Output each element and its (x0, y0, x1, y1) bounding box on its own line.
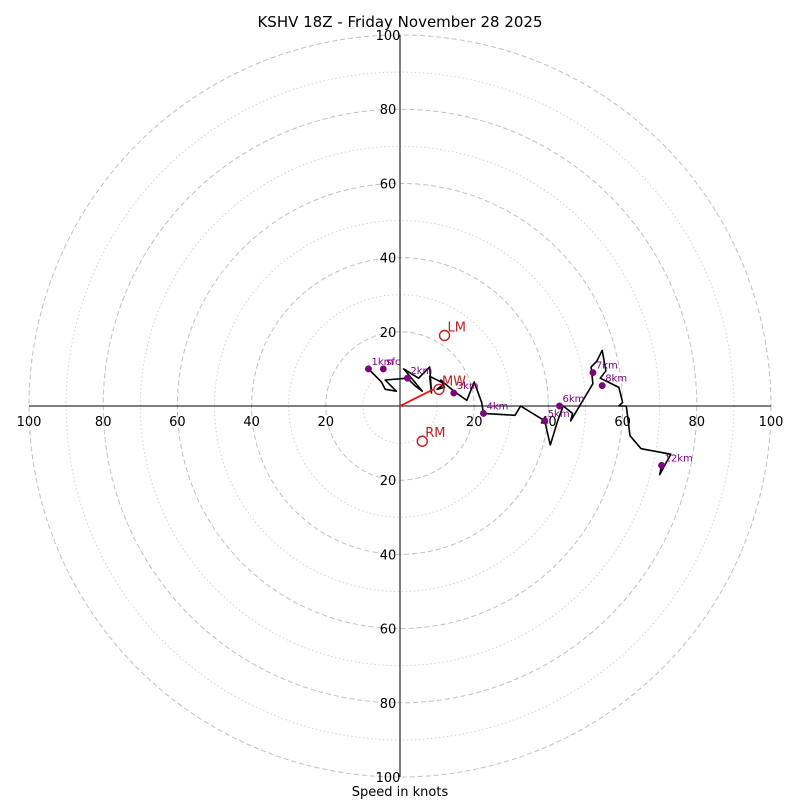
tick-label-top: 80 (380, 103, 397, 118)
tick-label-bottom: 20 (380, 474, 397, 489)
tick-label-top: 60 (380, 177, 397, 192)
shear-vector-group (399, 388, 434, 407)
tick-label-top: 20 (380, 326, 397, 341)
storm-motion-label: LM (448, 321, 466, 336)
altitude-point (480, 409, 487, 417)
bulk-shear-vector (399, 388, 434, 407)
x-axis-label: Speed in knots (352, 785, 449, 800)
tick-label-right: 100 (759, 415, 784, 430)
storm-motion-marker (416, 435, 428, 447)
altitude-label: 3km (457, 381, 479, 392)
tick-label-bottom: 40 (380, 548, 397, 563)
altitude-label: 6km (563, 394, 585, 405)
tick-label-left: 60 (169, 415, 186, 430)
storm-motion-marker (433, 383, 445, 396)
altitude-label: 7km (596, 361, 618, 372)
tick-label-left: 40 (243, 415, 260, 430)
tick-label-bottom: 100 (376, 771, 401, 786)
altitude-point (541, 417, 549, 425)
chart-title: KSHV 18Z - Friday November 28 2025 (257, 13, 542, 31)
altitude-point (365, 365, 372, 373)
altitude-point (379, 365, 387, 373)
tick-label-left: 20 (318, 415, 335, 430)
tick-label-left: 80 (95, 415, 112, 430)
storm-motion-label: MW (442, 374, 466, 389)
altitude-label: sfc (386, 357, 400, 368)
altitude-point (598, 382, 606, 390)
altitude-label: 2km (410, 366, 432, 377)
storm-motion-marker (438, 329, 451, 342)
altitude-label: 12km (665, 453, 693, 464)
tick-label-right: 80 (689, 415, 706, 430)
altitude-point (403, 374, 411, 382)
altitude-point (658, 461, 666, 469)
tick-label-left: 100 (17, 415, 42, 430)
altitude-label: 5km (548, 409, 570, 420)
tick-label-top: 40 (380, 252, 397, 267)
tick-label-bottom: 80 (380, 697, 397, 712)
altitude-label: 8km (605, 374, 627, 385)
altitude-point (556, 402, 563, 410)
altitude-point (450, 389, 458, 397)
hodograph-trace (367, 349, 672, 476)
tick-label-right: 60 (614, 415, 631, 430)
altitude-label: 1km (371, 357, 393, 368)
altitude-label: 4km (486, 401, 508, 412)
altitude-point (589, 369, 597, 377)
hodograph-line (367, 349, 672, 476)
tick-label-bottom: 60 (380, 623, 397, 638)
storm-motion-markers: LM MW RM (416, 321, 466, 447)
tick-label-right: 20 (466, 415, 483, 430)
tick-label-top: 100 (376, 29, 401, 44)
storm-motion-label: RM (425, 426, 445, 441)
